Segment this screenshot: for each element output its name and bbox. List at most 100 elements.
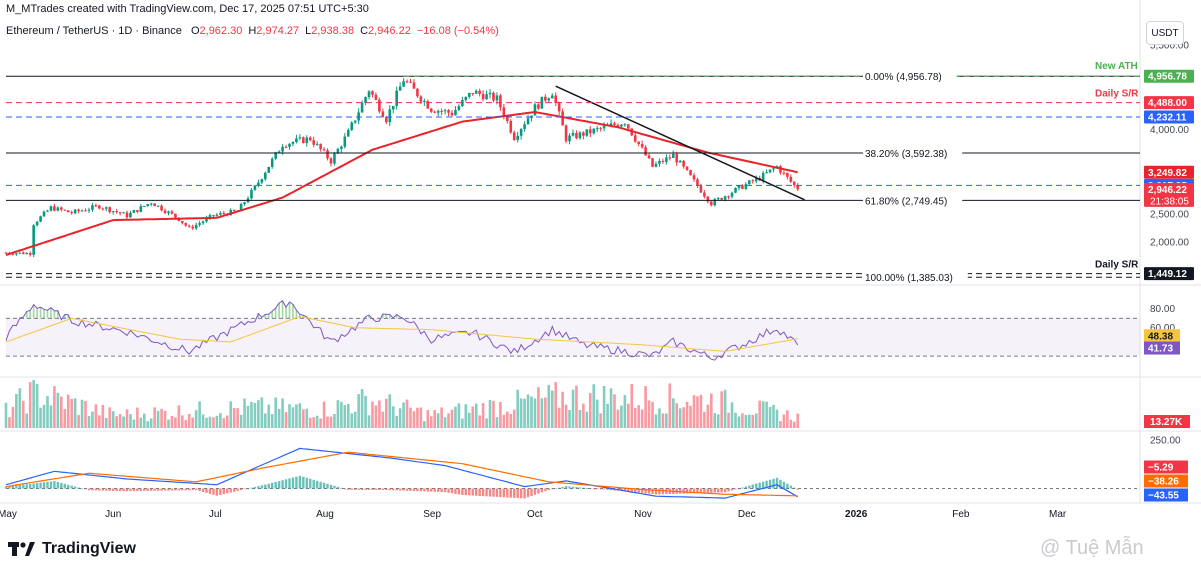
volume-bar (56, 392, 60, 428)
currency-button[interactable]: USDT (1146, 21, 1184, 45)
volume-bar (302, 409, 305, 428)
volume-bar (540, 398, 544, 428)
volume-bar (454, 406, 457, 428)
candle-body (250, 189, 253, 199)
volume-bar (340, 401, 343, 428)
macd-histogram-bar (174, 488, 177, 491)
candle-body (644, 147, 647, 156)
volume-bar (550, 390, 554, 428)
macd-histogram-bar (257, 486, 260, 489)
candle-body (153, 203, 156, 207)
candle-body (122, 212, 125, 214)
candle-body (741, 185, 744, 189)
macd-histogram-bar (720, 488, 723, 493)
candle-body (730, 192, 734, 197)
candle-body (789, 176, 793, 182)
macd-histogram-bar (761, 481, 765, 489)
volume-bar (734, 412, 737, 428)
macd-histogram-bar (80, 488, 84, 490)
candle-body (772, 168, 775, 170)
volume-bar (471, 406, 475, 428)
volume-bar (132, 419, 136, 428)
volume-bar (191, 417, 194, 428)
ohlc-values: O2,962.30 H2,974.27 L2,938.38 C2,946.22 −16.… (185, 25, 499, 37)
level-label-daily-sr: Daily S/R (1095, 260, 1139, 271)
macd-histogram-bar (156, 488, 160, 491)
macd-histogram-bar (4, 486, 8, 489)
candle-body (329, 158, 333, 164)
volume-bar (174, 417, 177, 428)
candle-body (582, 132, 585, 136)
volume-bar (730, 402, 734, 428)
macd-histogram-bar (557, 487, 561, 489)
volume-bar (547, 384, 551, 428)
candle-body (433, 111, 437, 113)
volume-bar (658, 408, 661, 428)
candle-body (471, 93, 475, 95)
macd-histogram-bar (685, 488, 689, 494)
macd-histogram-bar (409, 488, 412, 491)
candle-body (685, 166, 689, 171)
volume-bar (640, 409, 644, 428)
volume-bar (467, 412, 471, 428)
volume-bar (440, 407, 443, 428)
candle-body (523, 124, 526, 130)
volume-bar (343, 405, 347, 428)
candle-body (378, 99, 381, 112)
fib-label-bg (863, 194, 963, 207)
volume-bar (63, 409, 67, 428)
candle-body (613, 123, 616, 125)
macd-histogram-bar (478, 488, 481, 496)
macd-histogram-bar (253, 486, 257, 489)
candle-body (595, 128, 599, 130)
macd-histogram-bar (423, 488, 426, 492)
candle-body (633, 135, 637, 142)
volume-bar (450, 409, 454, 428)
volume-bar (160, 408, 163, 428)
macd-histogram-bar (741, 487, 744, 489)
volume-bar (516, 389, 519, 428)
macd-histogram-bar (519, 488, 523, 499)
candle-body (474, 90, 478, 94)
candle-body (485, 94, 488, 100)
volume-bar (360, 388, 364, 428)
volume-bar (433, 410, 437, 428)
volume-bar (613, 394, 616, 428)
rsi-value-tag: 48.38 (1148, 331, 1173, 342)
volume-bar (775, 409, 779, 428)
volume-bar (139, 417, 143, 428)
volume-bar (11, 406, 15, 428)
macd-histogram-bar (122, 488, 125, 492)
macd-histogram-bar (49, 481, 53, 489)
candle-body (492, 92, 495, 101)
volume-bar (537, 387, 540, 428)
candle-body (15, 253, 18, 255)
macd-histogram-bar (70, 485, 73, 489)
volume-bar (533, 398, 537, 428)
macd-histogram-bar (647, 488, 651, 494)
volume-bar (246, 405, 250, 428)
macd-histogram-bar (412, 488, 416, 492)
candle-body (416, 88, 419, 97)
tradingview-brand[interactable]: TradingView (8, 540, 136, 558)
macd-histogram-bar (447, 488, 450, 493)
volume-bar (391, 406, 395, 428)
macd-histogram-bar (243, 488, 246, 490)
candle-body (443, 110, 447, 112)
candle-body (4, 252, 8, 254)
macd-histogram-bar (295, 476, 298, 489)
candle-body (661, 160, 665, 162)
volume-bar (374, 405, 378, 428)
candle-body (461, 99, 464, 107)
candle-body (298, 137, 302, 139)
candle-body (447, 110, 450, 113)
candle-body (364, 97, 367, 103)
volume-bar (312, 417, 316, 428)
candle-body (215, 214, 219, 216)
rsi-axis-tick: 80.00 (1150, 304, 1175, 315)
candle-body (73, 209, 77, 214)
candle-body (212, 215, 215, 217)
volume-bar (15, 394, 18, 428)
candle-body (350, 122, 354, 131)
